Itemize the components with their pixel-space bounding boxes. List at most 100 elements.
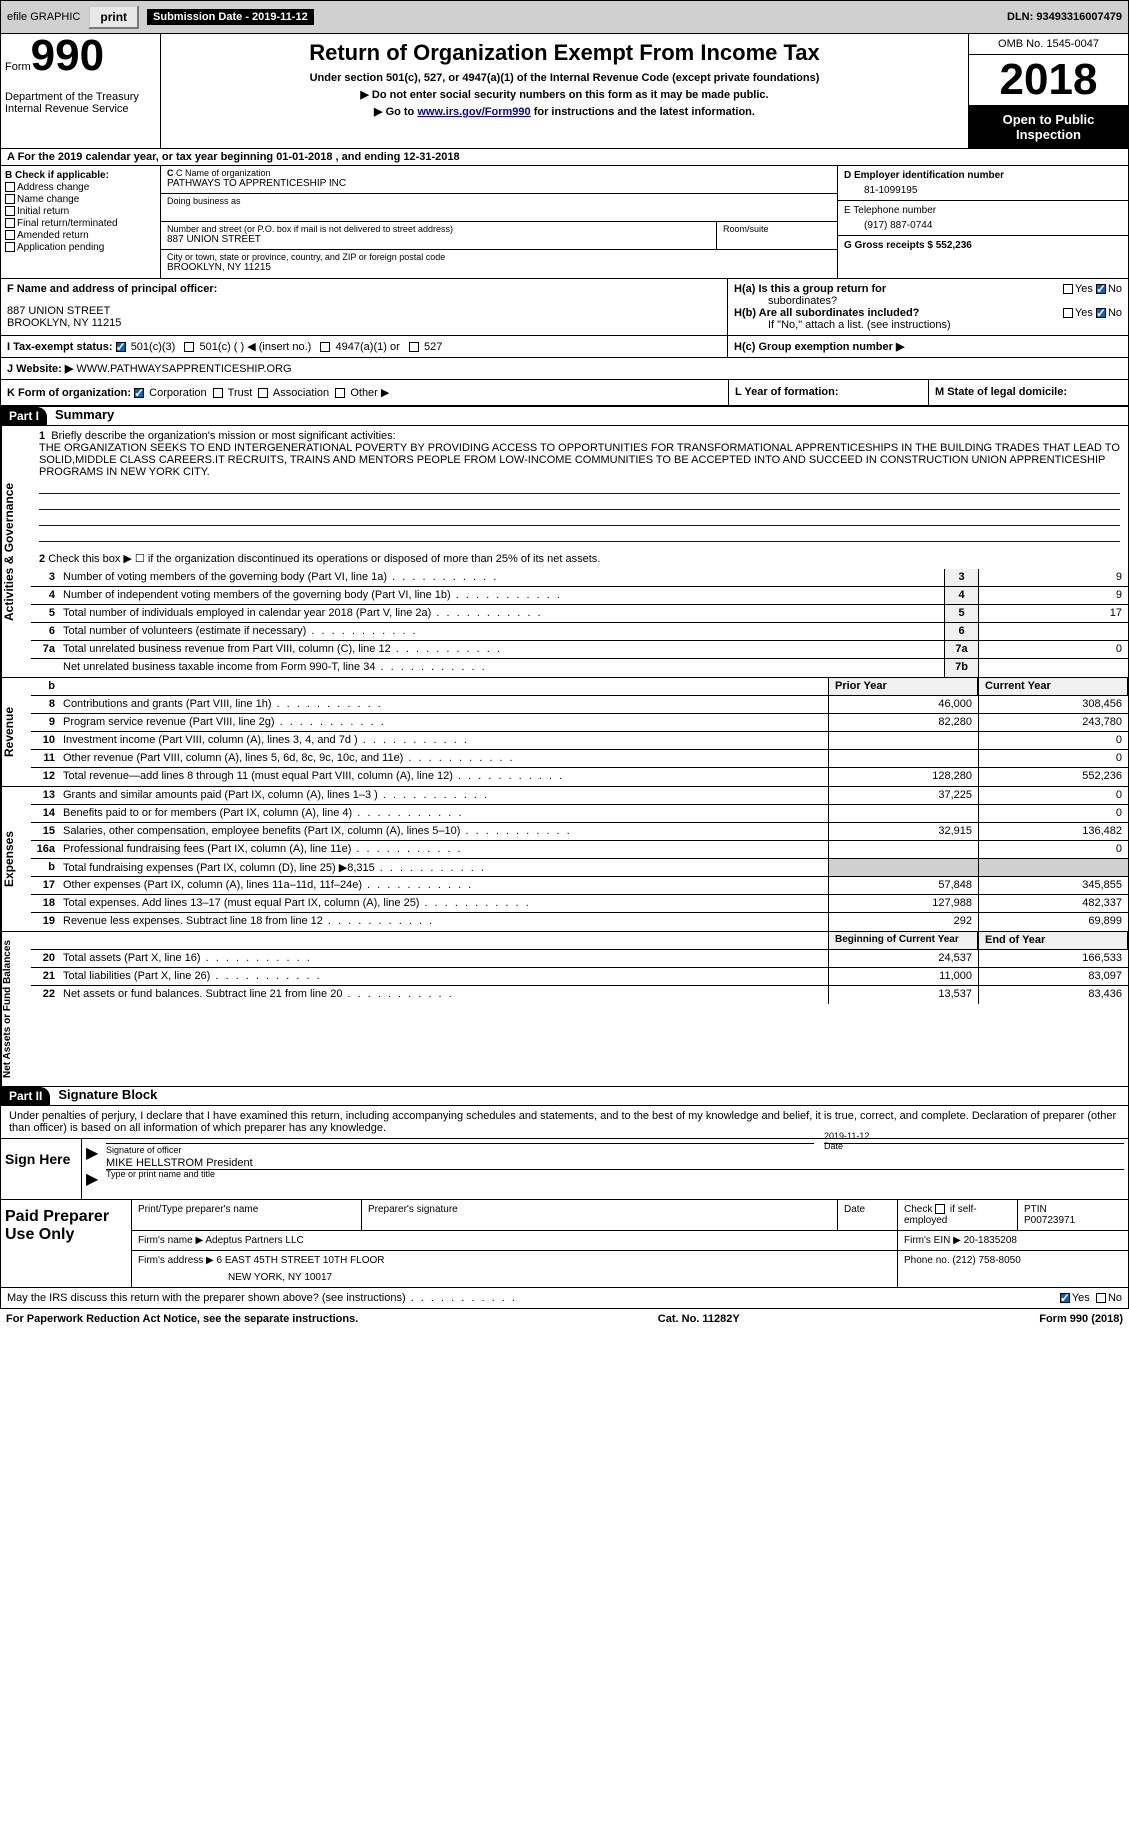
row-desc: Salaries, other compensation, employee b… [59,823,828,840]
current-year-value: 0 [978,732,1128,749]
prior-year-value [828,750,978,767]
current-year-value: 0 [978,841,1128,858]
prior-year-value: 24,537 [828,950,978,967]
checkbox-other-org[interactable] [335,388,345,398]
row-desc: Program service revenue (Part VIII, line… [59,714,828,731]
bocy-header: Beginning of Current Year [828,932,978,949]
preparer-sig-label: Preparer's signature [362,1200,838,1230]
current-year-value [978,859,1128,876]
pra-notice: For Paperwork Reduction Act Notice, see … [6,1313,358,1325]
checkbox-hb-yes[interactable] [1063,308,1073,318]
gross-receipts: G Gross receipts $ 552,236 [844,240,1122,251]
row-desc: Total liabilities (Part X, line 26) [59,968,828,985]
checkbox-527[interactable] [409,342,419,352]
form-label: Form [5,61,31,73]
checkbox-corporation[interactable] [134,388,144,398]
header-mid: Return of Organization Exempt From Incom… [161,34,968,148]
gov-row: 3 Number of voting members of the govern… [31,569,1128,587]
paid-preparer-section: Paid Preparer Use Only Print/Type prepar… [0,1200,1129,1288]
row-desc: Other expenses (Part IX, column (A), lin… [59,877,828,894]
mission-line [39,528,1120,542]
gov-row: 7a Total unrelated business revenue from… [31,641,1128,659]
data-row: 17 Other expenses (Part IX, column (A), … [31,877,1128,895]
gov-desc: Total number of volunteers (estimate if … [59,623,944,640]
checkbox-501c3[interactable] [116,342,126,352]
prior-year-value: 32,915 [828,823,978,840]
mission-line [39,512,1120,526]
firm-address-1: Firm's address ▶ 6 EAST 45TH STREET 10TH… [138,1255,891,1266]
checkbox-4947[interactable] [320,342,330,352]
ha: H(a) Is this a group return for Yes No s… [734,283,1122,307]
checkbox-hb-no[interactable] [1096,308,1106,318]
j-label: J Website: ▶ [7,363,73,375]
q2-text: Check this box ▶ ☐ if the organization d… [48,553,600,565]
gov-row: 5 Total number of individuals employed i… [31,605,1128,623]
checkbox-address-change[interactable] [5,182,15,192]
header-right: OMB No. 1545-0047 2018 Open to Public In… [968,34,1128,148]
data-row: 21 Total liabilities (Part X, line 26) 1… [31,968,1128,986]
prior-year-value: 46,000 [828,696,978,713]
q1-prompt: Briefly describe the organization's miss… [51,430,395,442]
self-employed-check: Check if self-employed [898,1200,1018,1230]
checkbox-ha-no[interactable] [1096,284,1106,294]
footer: For Paperwork Reduction Act Notice, see … [0,1309,1129,1329]
form-number: 990 [31,38,104,73]
print-button[interactable]: print [88,5,139,29]
col-de: D Employer identification number 81-1099… [838,166,1128,278]
prior-year-value [828,732,978,749]
current-year-value: 166,533 [978,950,1128,967]
tax-year: 2018 [969,55,1128,106]
data-row: 14 Benefits paid to or for members (Part… [31,805,1128,823]
prior-year-value: 292 [828,913,978,931]
preparer-date-label: Date [838,1200,898,1230]
subtitle-2: ▶ Do not enter social security numbers o… [171,88,958,101]
checkbox-final-return[interactable] [5,218,15,228]
checkbox-name-change[interactable] [5,194,15,204]
header-left: Form 990 Department of the Treasury Inte… [1,34,161,148]
room-suite-label: Room/suite [723,224,831,234]
checkbox-initial-return[interactable] [5,206,15,216]
col-c-org-info: C C Name of organization PATHWAYS TO APP… [161,166,838,278]
discuss-row: May the IRS discuss this return with the… [0,1288,1129,1309]
checkbox-trust[interactable] [213,388,223,398]
gov-row: Net unrelated business taxable income fr… [31,659,1128,677]
data-row: 19 Revenue less expenses. Subtract line … [31,913,1128,931]
gov-value: 9 [978,569,1128,586]
department: Department of the Treasury Internal Reve… [5,91,156,115]
part1-header: Part I [1,407,47,425]
revenue-section: Revenue b Prior Year Current Year 8 Cont… [0,678,1129,787]
checkbox-application-pending[interactable] [5,242,15,252]
row-desc: Total revenue—add lines 8 through 11 (mu… [59,768,828,786]
side-label-expenses: Expenses [1,787,31,931]
data-row: 13 Grants and similar amounts paid (Part… [31,787,1128,805]
gov-desc: Number of independent voting members of … [59,587,944,604]
section-fhijk: F Name and address of principal officer:… [0,279,1129,406]
current-year-value: 0 [978,750,1128,767]
net-assets-section: Net Assets or Fund Balances Beginning of… [0,932,1129,1087]
ptin-value: P00723971 [1024,1215,1075,1226]
checkbox-501c[interactable] [184,342,194,352]
gov-box: 7b [944,659,978,677]
checkbox-association[interactable] [258,388,268,398]
current-year-value: 482,337 [978,895,1128,912]
checkbox-discuss-yes[interactable] [1060,1293,1070,1303]
checkbox-self-employed[interactable] [935,1204,945,1214]
prior-year-value: 127,988 [828,895,978,912]
irs-link[interactable]: www.irs.gov/Form990 [417,106,530,118]
prior-year-value: 13,537 [828,986,978,1004]
i-label: I Tax-exempt status: [7,341,113,353]
part2-label: Signature Block [50,1087,160,1105]
row-desc: Total expenses. Add lines 13–17 (must eq… [59,895,828,912]
eoy-header: End of Year [978,932,1128,949]
phone-value: (917) 887-0744 [844,220,1122,231]
checkbox-discuss-no[interactable] [1096,1293,1106,1303]
checkbox-amended-return[interactable] [5,230,15,240]
prior-year-value [828,841,978,858]
data-row: 22 Net assets or fund balances. Subtract… [31,986,1128,1004]
ptin-label: PTIN [1024,1204,1047,1215]
submission-date: Submission Date - 2019-11-12 [147,9,314,25]
row-desc: Professional fundraising fees (Part IX, … [59,841,828,858]
gov-desc: Number of voting members of the governin… [59,569,944,586]
efile-label: efile GRAPHIC [7,11,80,23]
checkbox-ha-yes[interactable] [1063,284,1073,294]
